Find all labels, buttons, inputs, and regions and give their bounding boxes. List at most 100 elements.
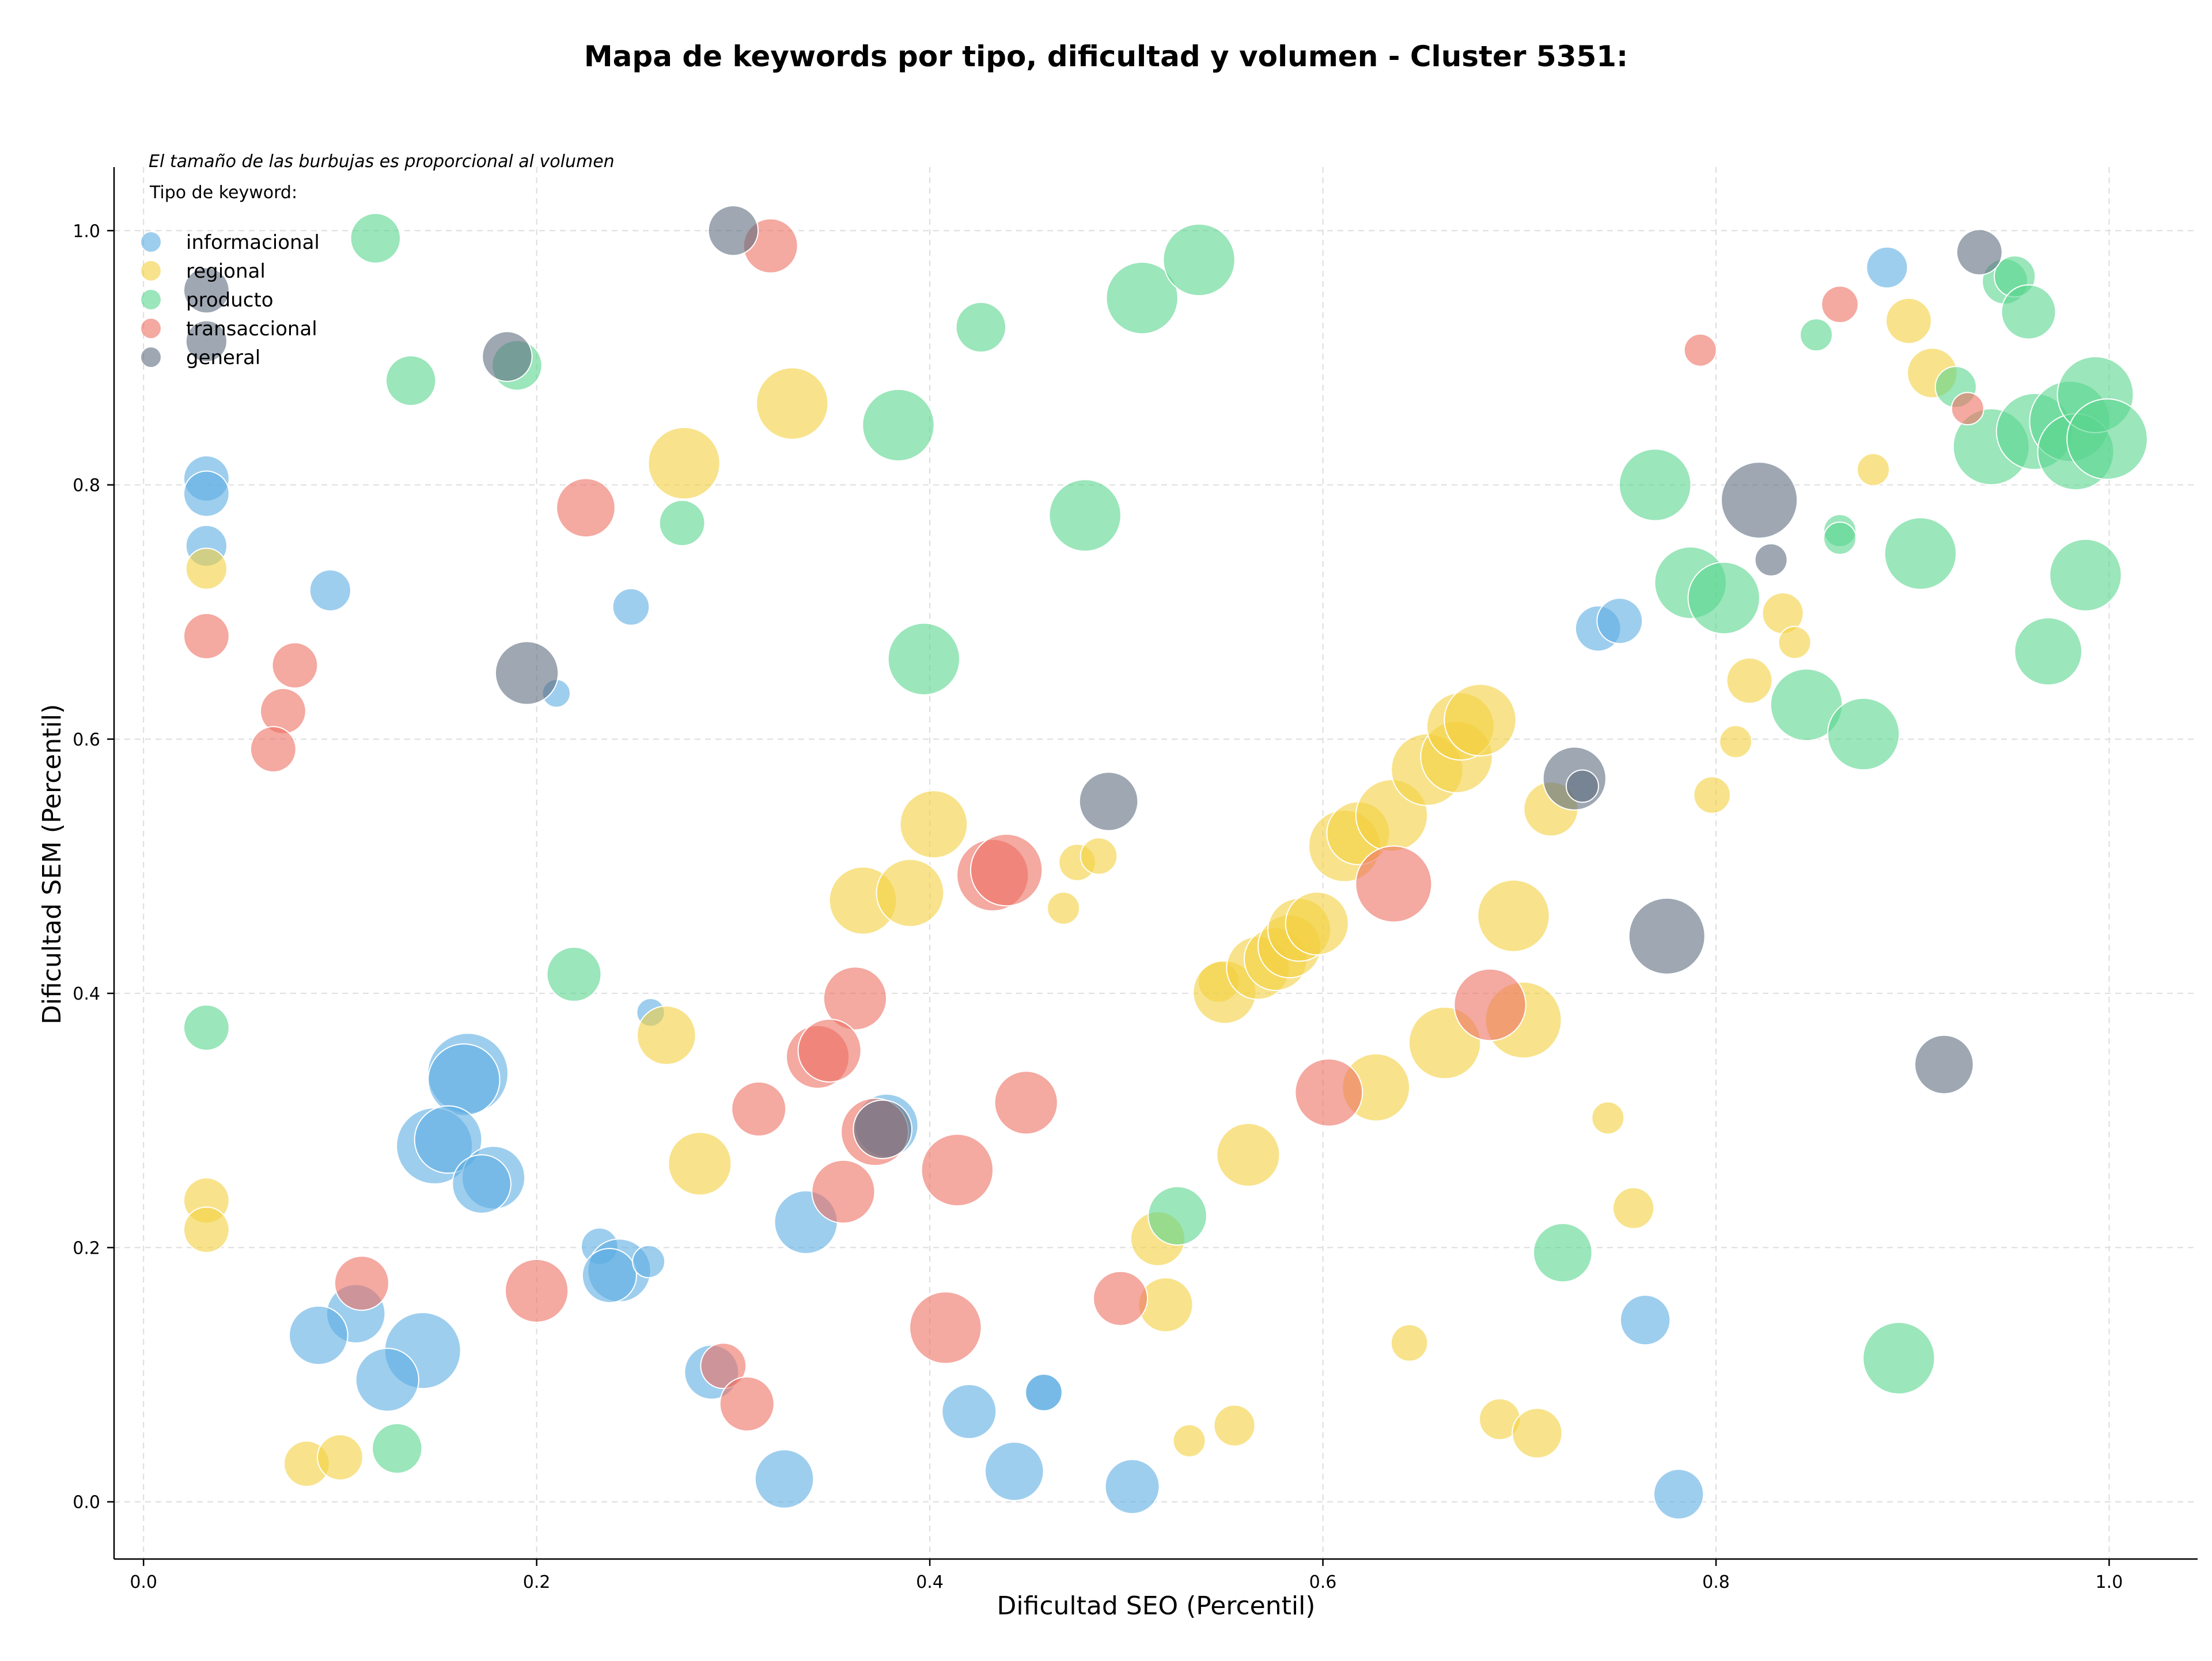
- bubble-general: [1078, 771, 1139, 831]
- bubble-regional: [1778, 626, 1812, 660]
- bubble-general: [1754, 543, 1788, 577]
- bubble-general: [185, 320, 228, 362]
- bubble-producto: [546, 947, 602, 1002]
- bubble-transaccional: [811, 1159, 876, 1224]
- bubble-transaccional: [505, 1258, 569, 1323]
- bubble-producto: [183, 1004, 230, 1051]
- legend-marker-producto: [141, 290, 161, 309]
- bubble-transaccional: [719, 1376, 775, 1432]
- bubble-general: [1721, 461, 1798, 539]
- bubble-regional: [1216, 1122, 1281, 1187]
- legend-label-transaccional: transaccional: [186, 317, 317, 340]
- bubble-producto: [1687, 561, 1760, 635]
- bubble-producto: [2049, 539, 2122, 612]
- bubble-general: [183, 267, 230, 314]
- y-tick-label: 0.8: [73, 476, 100, 496]
- bubble-producto: [1800, 318, 1834, 352]
- bubble-transaccional: [1821, 285, 1859, 324]
- legend: El tamaño de las burbujas es proporciona…: [141, 152, 615, 369]
- legend-items: informacional regional producto transaccion…: [141, 231, 320, 369]
- x-tick-label: 0.2: [523, 1572, 551, 1592]
- bubble-general: [494, 641, 559, 705]
- bubble-transaccional: [1683, 333, 1717, 367]
- bubble-transaccional: [1093, 1270, 1149, 1326]
- bubble-regional: [899, 790, 968, 859]
- bubble-informacional: [183, 470, 230, 517]
- bubble-transaccional: [183, 612, 230, 660]
- bubble-general: [482, 331, 533, 382]
- bubble-producto: [2014, 617, 2083, 686]
- bubble-transaccional: [731, 1081, 787, 1137]
- y-axis-label: Dificultad SEM (Percentil): [37, 704, 67, 1024]
- bubble-regional: [1591, 1101, 1625, 1135]
- bubble-regional: [185, 547, 228, 590]
- bubble-layer: [183, 205, 2148, 1520]
- bubble-producto: [2066, 398, 2148, 480]
- y-tick-label: 0.4: [73, 984, 100, 1004]
- bubble-regional: [1719, 725, 1753, 759]
- bubble-informacional: [427, 1043, 501, 1117]
- bubble-general: [1628, 897, 1706, 975]
- bubble-regional: [756, 367, 829, 440]
- bubble-informacional: [941, 1384, 997, 1440]
- bubble-informacional: [754, 1449, 815, 1509]
- bubble-informacional: [1866, 246, 1908, 289]
- bubble-regional: [1512, 1408, 1563, 1459]
- bubble-regional: [317, 1434, 363, 1481]
- legend-marker-informacional: [141, 232, 161, 252]
- bubble-informacional: [1619, 1294, 1671, 1346]
- bubble-informacional: [355, 1348, 419, 1412]
- y-ticks: 0.0 0.2 0.4 0.6 0.8 1.0: [73, 221, 114, 1513]
- bubble-regional: [1080, 837, 1118, 875]
- y-tick-label: 0.0: [73, 1493, 100, 1513]
- bubble-regional: [1726, 657, 1773, 704]
- bubble-producto: [1619, 448, 1692, 521]
- bubble-regional: [1693, 776, 1731, 814]
- bubble-informacional: [612, 588, 650, 626]
- legend-title: Tipo de keyword:: [149, 183, 297, 203]
- bubble-producto: [862, 388, 935, 462]
- bubble-transaccional: [700, 1342, 747, 1390]
- bubble-informacional: [1596, 597, 1643, 645]
- x-tick-label: 1.0: [2096, 1572, 2123, 1592]
- bubble-transaccional: [334, 1255, 389, 1311]
- bubble-producto: [887, 622, 961, 696]
- bubble-regional: [1213, 1404, 1256, 1447]
- bubble-transaccional: [994, 1070, 1058, 1135]
- bubble-size-note: El tamaño de las burbujas es proporciona…: [149, 152, 615, 172]
- legend-label-regional: regional: [186, 260, 266, 283]
- bubble-producto: [955, 301, 1007, 353]
- axes: [113, 167, 2198, 1560]
- legend-label-informacional: informacional: [186, 231, 320, 254]
- bubble-regional: [1172, 1424, 1206, 1458]
- bubble-regional: [1885, 297, 1932, 345]
- bubble-regional: [1444, 683, 1517, 756]
- bubble-transaccional: [271, 642, 319, 689]
- legend-marker-regional: [141, 261, 161, 281]
- bubble-regional: [1612, 1187, 1655, 1229]
- legend-label-producto: producto: [186, 289, 274, 312]
- bubble-general: [707, 205, 759, 256]
- bubble-regional: [647, 426, 721, 500]
- bubble-producto: [1823, 521, 1857, 555]
- bubble-producto: [1862, 1322, 1936, 1395]
- bubble-informacional: [1025, 1374, 1063, 1412]
- y-tick-label: 1.0: [73, 221, 100, 241]
- bubble-transaccional: [909, 1291, 982, 1364]
- bubble-producto: [1048, 479, 1122, 552]
- legend-marker-general: [141, 347, 161, 367]
- bubble-general: [853, 1099, 912, 1160]
- bubble-regional: [1856, 453, 1890, 487]
- bubble-informacional: [632, 1244, 666, 1278]
- bubble-transaccional: [1355, 845, 1433, 923]
- bubble-informacional: [414, 1105, 483, 1174]
- bubble-producto: [1827, 697, 1900, 771]
- bubble-informacional: [581, 1247, 637, 1303]
- legend-marker-transaccional: [141, 319, 161, 338]
- bubble-transaccional: [1453, 968, 1527, 1042]
- bubble-regional: [637, 1005, 696, 1065]
- bubble-informacional: [289, 1305, 349, 1365]
- bubble-informacional: [1653, 1469, 1705, 1520]
- x-ticks: 0.0 0.2 0.4 0.6 0.8 1.0: [130, 1559, 2123, 1592]
